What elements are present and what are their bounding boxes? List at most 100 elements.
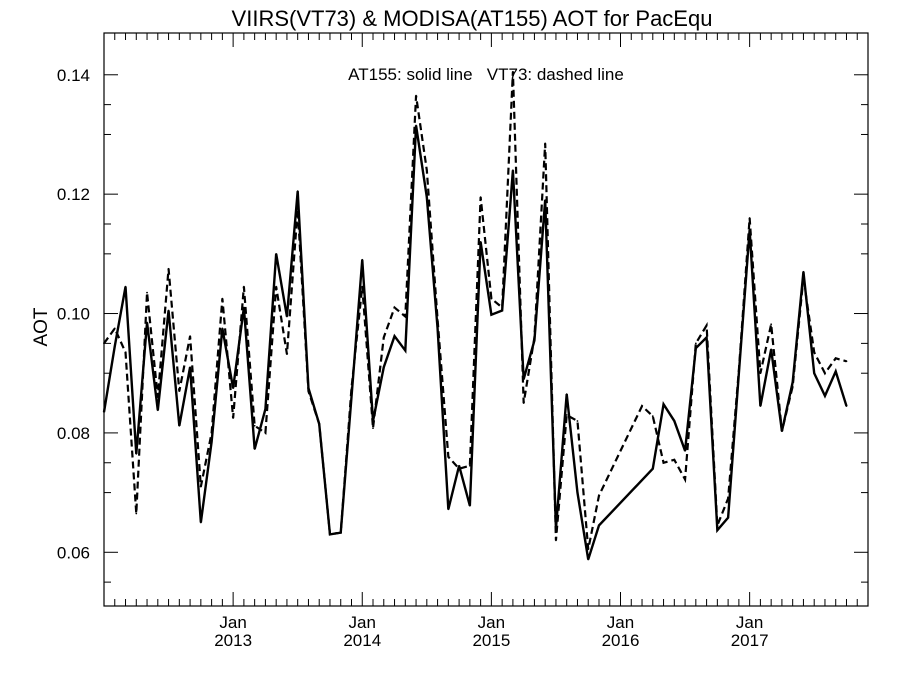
data-point [135,512,138,515]
x-tick-year-label: 2013 [214,631,252,650]
data-point [425,196,428,199]
data-point [781,430,783,433]
data-point [425,169,428,172]
data-point [189,335,191,338]
data-point [479,241,482,243]
data-point [436,318,439,321]
data-point [415,124,417,127]
data-point [232,417,235,419]
y-tick-label: 0.06 [57,543,90,562]
x-tick-year-label: 2016 [602,631,640,650]
data-point [436,327,439,330]
data-point [587,558,590,561]
data-point [264,432,267,434]
data-point [479,196,482,199]
data-point [770,323,773,326]
data-point [296,190,299,193]
data-point [468,504,471,507]
data-point [641,405,643,407]
data-point [662,461,665,464]
data-point [124,285,127,288]
data-point [737,372,740,375]
data-point [275,252,278,255]
data-point [167,309,170,312]
data-point [286,315,288,318]
data-point [598,524,600,527]
data-point [296,208,299,210]
data-point [221,327,224,330]
x-tick-year-label: 2015 [472,631,510,650]
data-point [522,402,525,404]
data-point [178,390,181,393]
data-point [210,440,213,443]
data-point [253,424,256,427]
data-series [102,70,848,561]
data-point [242,285,245,288]
data-point [393,335,396,338]
x-tick-year-label: 2014 [343,631,381,650]
data-point [727,516,730,519]
data-point [447,508,450,511]
series-points-at155 [103,124,848,561]
data-point [307,390,310,393]
data-point [199,521,202,524]
data-point [824,372,826,375]
data-point [802,270,805,273]
y-tick-label: 0.08 [57,424,90,443]
data-point [684,478,686,481]
data-point [727,497,730,500]
data-point [555,539,557,542]
plot-frame [103,32,869,607]
data-point [232,387,235,390]
data-point [759,372,762,375]
data-point [135,452,138,455]
data-point [705,336,708,339]
axis-tick-labels: 0.060.080.100.120.14Jan2013Jan2014Jan201… [57,66,769,650]
x-tick-month-label: Jan [478,613,505,632]
data-point [770,348,773,351]
data-point [748,217,751,219]
data-point [210,432,213,434]
data-point [813,351,816,354]
data-point [242,306,245,309]
data-point [318,423,321,425]
data-point [824,395,826,397]
data-point [490,313,493,316]
data-point [329,533,331,536]
y-tick-label: 0.12 [57,185,90,204]
data-point [178,424,181,427]
data-point [533,336,536,339]
data-point [264,408,267,410]
data-point [103,411,105,413]
data-point [651,467,654,470]
data-point [156,409,159,412]
data-point [113,327,116,330]
data-point [662,403,665,406]
data-point [199,485,202,488]
data-point [382,336,385,339]
data-point [361,285,364,288]
data-point [694,342,697,345]
data-point [458,464,460,467]
data-point [124,351,127,354]
data-point [576,491,579,494]
data-point [716,524,719,527]
data-point [673,420,676,422]
data-point [393,306,396,309]
data-point [404,315,407,318]
x-tick-month-label: Jan [219,613,246,632]
data-point [587,548,590,551]
data-point [759,405,762,407]
data-point [813,372,816,375]
x-tick-month-label: Jan [349,613,376,632]
data-point [361,258,364,261]
y-axis-label: AOT [31,307,52,346]
data-point [350,387,353,390]
data-point [501,306,504,309]
data-point [382,366,385,369]
x-tick-month-label: Jan [607,613,634,632]
data-point [221,297,224,300]
data-point [802,276,805,279]
data-point [684,449,686,452]
data-point [673,458,676,461]
